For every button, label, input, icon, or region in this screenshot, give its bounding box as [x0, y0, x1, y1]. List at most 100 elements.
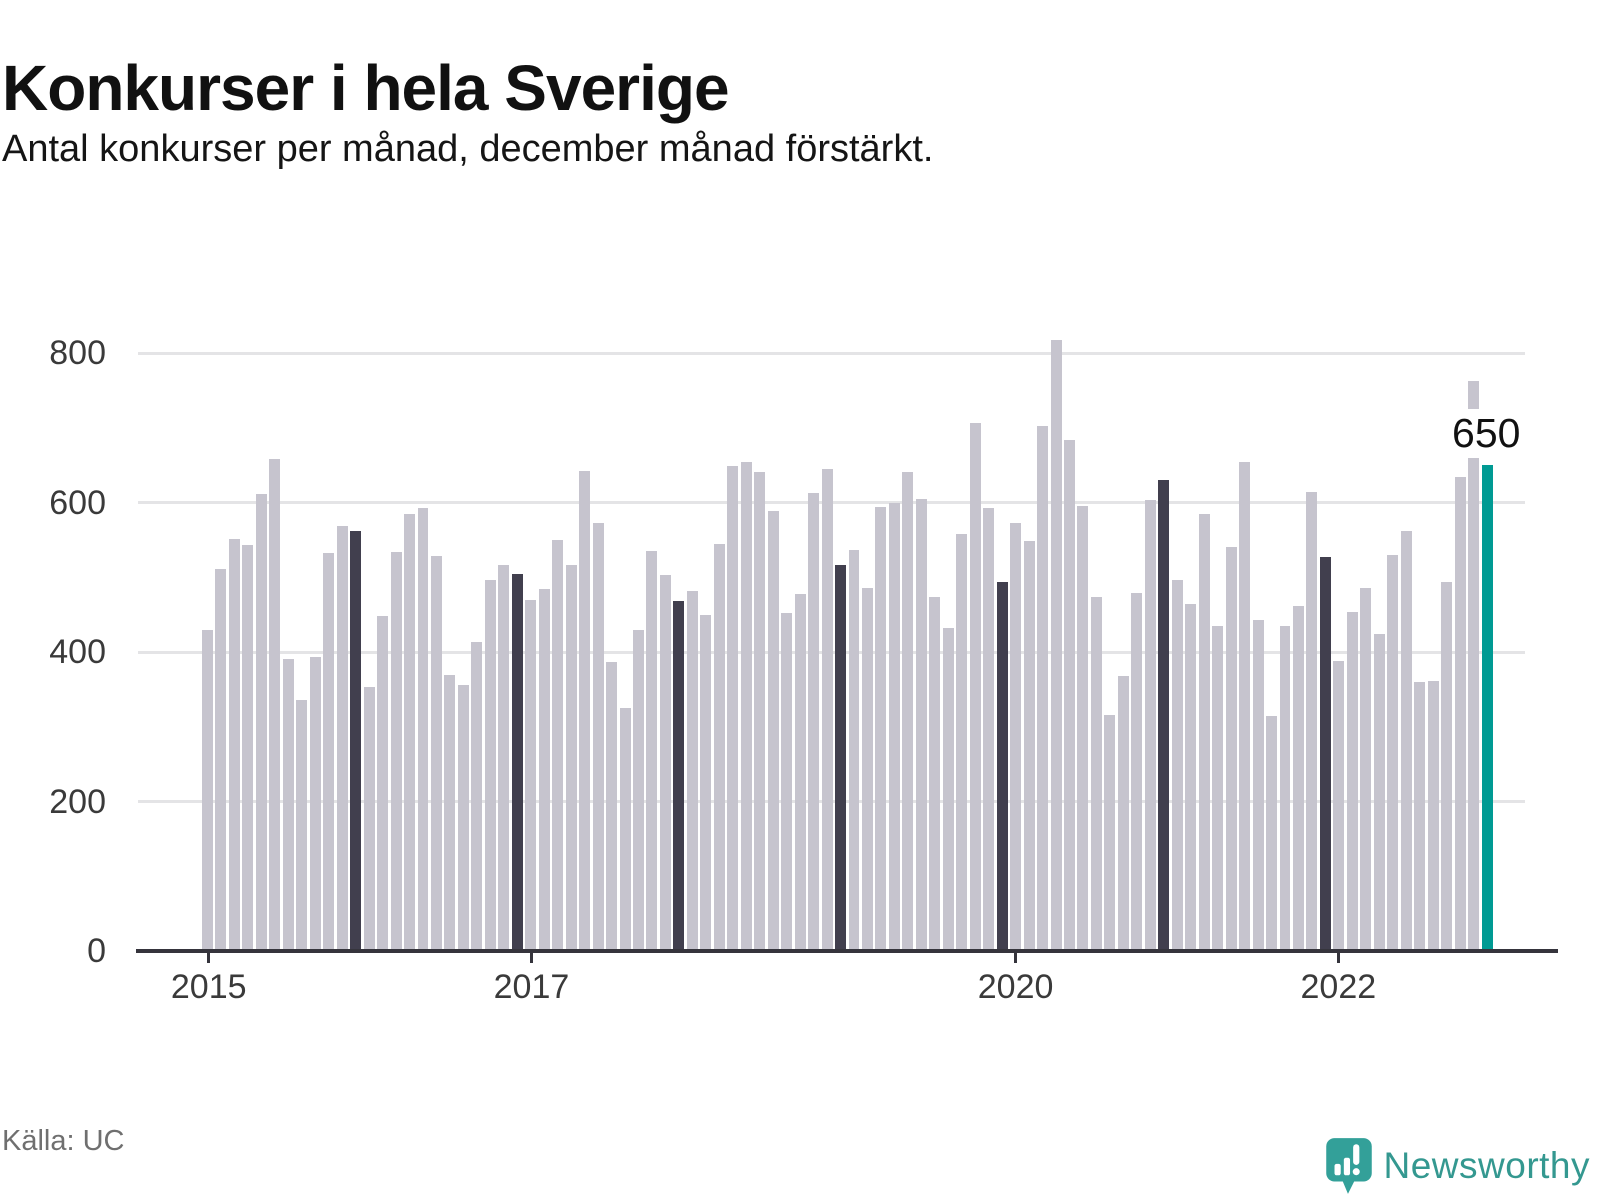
- bar-2018-03: [713, 544, 725, 951]
- bar-2016-04: [404, 514, 415, 951]
- bar-2015-04: [242, 545, 254, 951]
- bar-2017-07: [606, 662, 618, 951]
- x-tick-2017: [529, 953, 533, 963]
- bar-2019-07: [929, 596, 941, 951]
- bar-2020-02: [1023, 540, 1035, 951]
- bar-2015-01: [202, 629, 213, 951]
- gridline-800: [138, 351, 1525, 355]
- bar-2019-04: [888, 502, 900, 951]
- bar-2016-05: [417, 508, 429, 951]
- bar-2018-12: [835, 565, 846, 951]
- newsworthy-logo-icon: [1324, 1136, 1374, 1196]
- bar-2019-01: [848, 550, 860, 951]
- bar-2022-02: [1346, 611, 1358, 951]
- bar-2018-10: [808, 492, 820, 951]
- bar-2019-10: [969, 423, 981, 951]
- bar-2017-08: [619, 708, 631, 951]
- y-axis-label-600: 600: [49, 483, 106, 522]
- bar-2018-09: [794, 594, 806, 951]
- bar-2019-12: [996, 581, 1008, 951]
- bar-2017-04: [565, 565, 577, 951]
- x-axis-label-2020: 2020: [977, 968, 1054, 1006]
- bar-2016-06: [430, 555, 442, 951]
- bar-2019-08: [942, 628, 954, 951]
- x-tick-2015: [207, 953, 211, 963]
- bar-2017-10: [646, 551, 658, 951]
- bar-2021-11: [1306, 492, 1318, 951]
- bar-2022-11: [1468, 380, 1480, 951]
- bar-2017-06: [592, 523, 604, 951]
- bar-2016-10: [484, 580, 496, 951]
- bar-2021-10: [1292, 606, 1304, 951]
- bar-2020-01: [1010, 523, 1022, 951]
- brand-logo: Newsworthy: [1324, 1136, 1591, 1196]
- bar-2022-06: [1400, 530, 1412, 951]
- bar-2017-01: [525, 600, 537, 951]
- bar-2021-07: [1252, 619, 1264, 951]
- bar-2018-11: [821, 468, 833, 951]
- bar-2020-03: [1037, 426, 1049, 951]
- bar-2018-01: [686, 590, 698, 951]
- x-tick-2022: [1336, 953, 1340, 963]
- bar-2022-12: [1481, 465, 1493, 951]
- bar-2016-08: [457, 684, 469, 951]
- bar-2018-05: [740, 462, 752, 951]
- bar-2022-04: [1373, 634, 1385, 951]
- bar-2019-02: [861, 588, 873, 951]
- bar-2021-05: [1225, 547, 1237, 951]
- bar-2021-02: [1185, 604, 1197, 951]
- bar-2018-02: [700, 614, 712, 951]
- y-axis-label-800: 800: [49, 334, 106, 372]
- bar-2020-05: [1064, 440, 1075, 951]
- bar-2015-09: [309, 656, 321, 951]
- bar-2021-12: [1319, 557, 1331, 951]
- bar-2018-04: [727, 465, 739, 951]
- bar-2021-06: [1239, 462, 1251, 951]
- x-axis-label-2017: 2017: [493, 968, 570, 1006]
- bar-2015-05: [255, 494, 267, 951]
- bar-2019-05: [902, 471, 914, 951]
- bar-2020-12: [1158, 480, 1170, 951]
- bar-2016-09: [471, 642, 483, 951]
- bar-2018-06: [754, 471, 766, 951]
- bar-2020-09: [1117, 675, 1129, 951]
- bar-2017-09: [633, 629, 644, 951]
- bar-2015-07: [282, 659, 294, 951]
- bar-2022-03: [1360, 588, 1372, 951]
- bar-2015-12: [350, 530, 362, 951]
- bar-2016-12: [511, 573, 523, 951]
- bar-2021-08: [1266, 715, 1277, 951]
- bar-2022-09: [1441, 582, 1453, 951]
- bar-2015-03: [228, 539, 240, 951]
- bar-2016-02: [377, 616, 389, 951]
- bar-2017-02: [538, 589, 550, 951]
- bars-area: [202, 337, 1493, 951]
- bar-2018-08: [781, 613, 793, 951]
- source-note: Källa: UC: [2, 1125, 125, 1157]
- bar-2017-03: [552, 539, 564, 951]
- bar-2020-10: [1131, 592, 1143, 951]
- bar-2022-08: [1427, 681, 1439, 951]
- bar-2020-07: [1090, 596, 1102, 951]
- bar-2021-09: [1279, 625, 1291, 951]
- bar-2022-10: [1454, 477, 1466, 951]
- x-tick-2020: [1014, 953, 1018, 963]
- bar-2020-11: [1144, 499, 1156, 951]
- x-axis-label-2022: 2022: [1300, 968, 1377, 1006]
- value-annotation: 650: [1447, 409, 1526, 459]
- bar-2019-09: [956, 533, 968, 951]
- x-axis-line: [136, 949, 1558, 953]
- bar-2017-05: [579, 471, 591, 951]
- bar-2016-03: [390, 551, 402, 951]
- bar-2015-10: [323, 553, 335, 951]
- bar-2015-11: [336, 526, 348, 951]
- y-axis-label-0: 0: [87, 932, 106, 970]
- y-axis-label-200: 200: [49, 782, 106, 821]
- bar-2019-11: [983, 508, 995, 951]
- y-axis-label-400: 400: [49, 633, 106, 671]
- bar-2022-01: [1333, 660, 1345, 951]
- bar-2021-01: [1171, 579, 1183, 951]
- bar-2018-07: [767, 510, 779, 951]
- x-axis-label-2015: 2015: [170, 968, 247, 1006]
